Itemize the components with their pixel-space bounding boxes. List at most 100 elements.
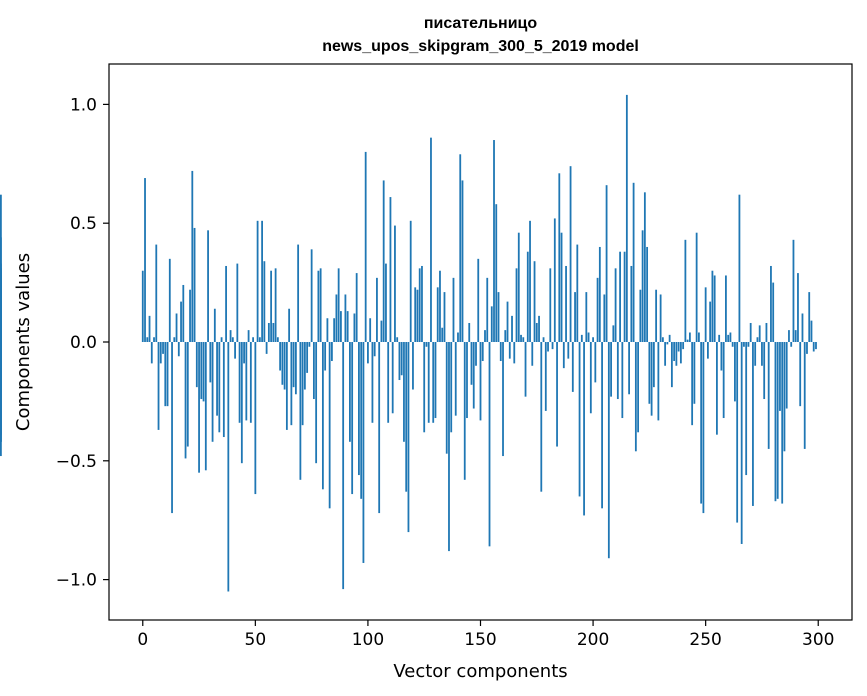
y-axis-label: Components values [13,253,34,431]
bar [752,342,754,506]
bar [360,342,363,499]
bar [648,342,651,404]
bar [666,342,669,345]
bar [675,342,678,366]
bar [815,342,817,350]
bar [229,330,232,342]
bar [445,342,448,454]
bar [430,137,432,342]
bar [168,258,171,342]
bar [623,251,626,342]
bar [497,292,500,342]
bar [565,265,567,342]
bar [486,277,489,342]
x-tick-label: 100 [352,630,384,650]
bar [193,227,196,342]
bar [531,342,534,366]
bar [810,320,813,342]
bar [754,342,757,366]
bar [191,170,194,342]
bar [490,306,493,342]
bar [540,342,543,492]
bar [308,342,311,347]
bar [182,284,185,342]
bar [571,342,574,392]
bar [218,342,221,433]
bar [734,342,736,402]
bar [387,342,390,423]
bar [772,282,775,342]
bar [529,220,531,342]
bar [655,289,658,342]
bar [463,342,466,480]
bar [225,265,227,342]
bar [272,322,275,342]
bar [358,342,360,476]
bar [688,332,691,342]
bar [306,342,309,373]
bar [209,342,212,383]
bar [254,342,257,495]
bar [542,337,545,342]
bar [153,337,155,342]
bar [621,342,624,419]
bar [718,334,721,342]
bar [355,273,358,342]
bar [558,173,561,342]
bar [470,342,473,385]
bar [643,192,646,342]
bar [256,220,259,342]
bar [412,342,414,390]
bar [288,308,291,342]
bar [452,277,455,342]
bar [495,204,498,342]
bar [585,292,588,342]
bar [632,182,635,342]
bar [812,342,815,352]
bar [513,342,516,364]
bar [385,263,387,342]
bar [344,294,347,342]
bar [367,342,369,364]
bar [276,337,279,342]
bar [290,342,293,426]
bar [605,185,608,342]
bar [738,194,741,342]
bar [369,318,372,342]
bar [312,342,315,400]
bar [711,270,714,342]
bar [731,342,734,347]
bar [736,342,739,523]
bar [389,197,392,342]
bar [283,342,286,390]
bar [340,311,342,342]
bar [263,261,266,342]
bar [315,342,318,464]
bar [587,332,590,342]
bar [488,342,491,547]
bar [166,342,169,407]
x-ticks: 0 50 100 150 200 250 300 [137,620,834,650]
bar [745,342,748,476]
bar [567,342,570,359]
bar [405,342,408,492]
bar [790,342,793,347]
bar [414,287,417,342]
bar [148,315,151,342]
bar [258,337,261,342]
bar [785,342,788,409]
bar [144,178,146,342]
bar [349,342,351,442]
bar [670,342,673,388]
y-tick-label: −0.5 [56,452,97,472]
bar [589,342,592,414]
bar [639,289,642,342]
bar [551,342,554,350]
bar [713,275,716,342]
bar [448,342,450,552]
bar [159,342,162,364]
bar [783,342,786,452]
bar [238,342,241,423]
bar [788,330,790,342]
bar [234,342,236,359]
